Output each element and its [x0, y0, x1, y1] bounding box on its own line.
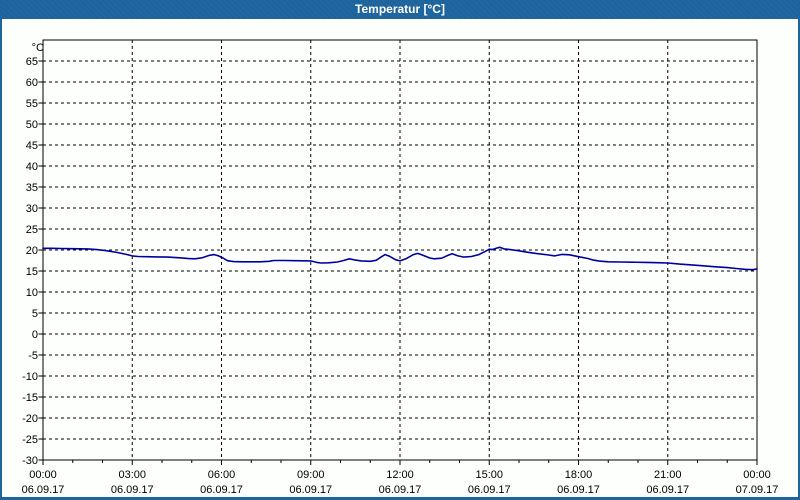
- y-axis-labels: 65605550454035302520151050-5-10-15-20-25…: [22, 56, 43, 467]
- y-tick-label: 55: [26, 98, 38, 110]
- x-tick-date-label: 06.09.17: [557, 484, 600, 496]
- y-tick-label: 40: [26, 161, 38, 173]
- y-tick-label: 35: [26, 182, 38, 194]
- window-titlebar: Temperatur [°C]: [2, 0, 798, 19]
- y-tick-label: -20: [22, 413, 38, 425]
- y-tick-label: 45: [26, 140, 38, 152]
- x-tick-date-label: 06.09.17: [646, 484, 689, 496]
- y-tick-label: -25: [22, 434, 38, 446]
- x-minor-ticks: [72, 460, 728, 463]
- x-tick-date-label: 06.09.17: [289, 484, 332, 496]
- y-tick-label: 50: [26, 119, 38, 131]
- x-tick-time-label: 21:00: [654, 469, 682, 481]
- x-tick-time-label: 12:00: [386, 469, 414, 481]
- y-tick-label: -15: [22, 392, 38, 404]
- x-tick-date-label: 06.09.17: [379, 484, 422, 496]
- y-tick-label: 60: [26, 77, 38, 89]
- y-tick-label: 20: [26, 245, 38, 257]
- x-axis-labels: 00:00 06.09.17 03:00 06.09.17 06:00 06.09.17 0…: [22, 460, 779, 496]
- window-title: Temperatur [°C]: [355, 2, 445, 16]
- y-axis-unit-label: °C: [32, 42, 44, 54]
- y-tick-label: 15: [26, 266, 38, 278]
- y-tick-label: 30: [26, 203, 38, 215]
- y-tick-label: -5: [28, 350, 38, 362]
- x-tick-date-label: 06.09.17: [200, 484, 243, 496]
- y-tick-label: -30: [22, 455, 38, 467]
- y-tick-label: 10: [26, 287, 38, 299]
- x-tick-time-label: 09:00: [297, 469, 325, 481]
- x-tick-date-label: 06.09.17: [22, 484, 65, 496]
- x-tick-time-label: 15:00: [475, 469, 503, 481]
- temperature-chart: 65605550454035302520151050-5-10-15-20-25…: [22, 39, 779, 496]
- x-tick-time-label: 00:00: [743, 469, 771, 481]
- y-tick-label: 25: [26, 224, 38, 236]
- y-tick-label: 65: [26, 56, 38, 68]
- x-tick-date-label: 06.09.17: [111, 484, 154, 496]
- temperature-series-line: [42, 246, 758, 271]
- x-tick-time-label: 06:00: [208, 469, 236, 481]
- x-tick-time-label: 18:00: [565, 469, 593, 481]
- y-tick-label: 0: [32, 329, 38, 341]
- y-tick-label: -10: [22, 371, 38, 383]
- x-tick-date-label: 07.09.17: [736, 484, 779, 496]
- x-tick-time-label: 00:00: [29, 469, 57, 481]
- x-tick-date-label: 06.09.17: [468, 484, 511, 496]
- y-tick-label: 5: [32, 308, 38, 320]
- x-gridlines: [131, 40, 669, 460]
- x-tick-time-label: 03:00: [118, 469, 146, 481]
